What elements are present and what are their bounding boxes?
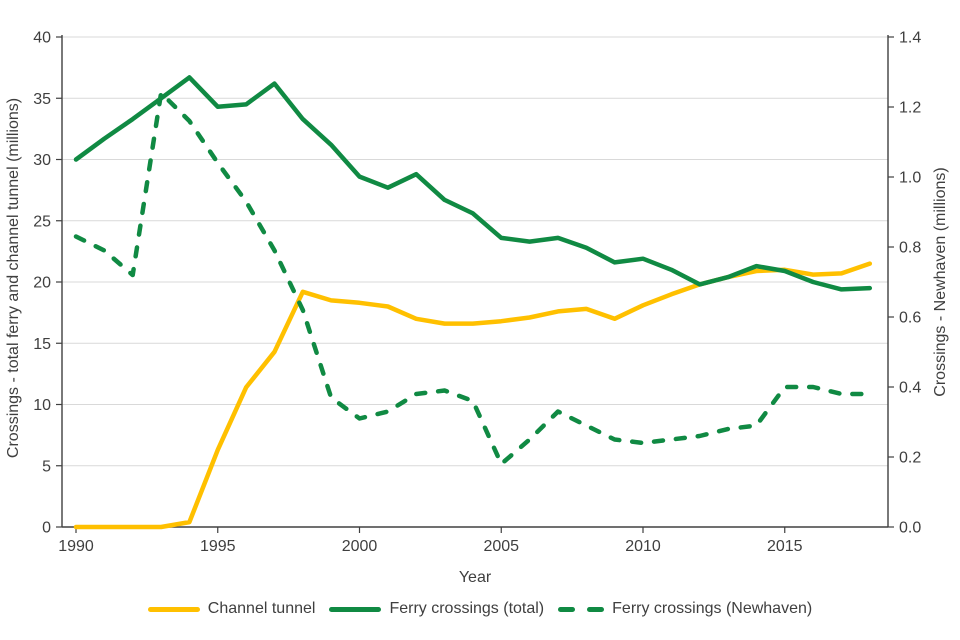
right-tick-label: 0.6 xyxy=(899,310,921,327)
ferry-newhaven-dashed-swatch xyxy=(558,606,605,612)
x-tick-label: 2015 xyxy=(767,538,803,555)
left-tick-label: 35 xyxy=(33,91,51,108)
left-tick-label: 15 xyxy=(33,336,51,353)
x-axis-title: Year xyxy=(458,569,492,586)
legend-label-ferry-newhaven: Ferry crossings (Newhaven) xyxy=(612,600,813,617)
left-axis-title: Crossings - total ferry and channel tunn… xyxy=(5,97,22,459)
series-line-0 xyxy=(73,261,873,530)
series-line-2 xyxy=(73,90,873,467)
channel-tunnel-line-swatch xyxy=(147,606,200,612)
right-tick-label: 0.2 xyxy=(899,450,921,467)
left-tick-label: 40 xyxy=(33,30,51,47)
left-tick-label: 10 xyxy=(33,397,51,414)
right-tick-label: 0.0 xyxy=(899,520,921,537)
x-tick-label: 2000 xyxy=(342,538,378,555)
series-line-1 xyxy=(73,75,873,292)
left-tick-label: 25 xyxy=(33,213,51,230)
x-tick-label: 2005 xyxy=(483,538,519,555)
legend-item-ferry-newhaven: Ferry crossings (Newhaven) xyxy=(558,600,812,618)
legend-item-channel-tunnel: Channel tunnel xyxy=(147,600,316,618)
legend-label-channel-tunnel: Channel tunnel xyxy=(207,600,316,617)
x-tick-label: 2010 xyxy=(625,538,661,555)
right-tick-label: 0.8 xyxy=(899,240,921,257)
left-tick-label: 30 xyxy=(33,152,51,169)
x-tick-label: 1990 xyxy=(58,538,94,555)
x-tick-label: 1995 xyxy=(200,538,236,555)
right-tick-label: 0.4 xyxy=(899,380,921,397)
right-tick-label: 1.0 xyxy=(899,170,921,187)
left-tick-label: 20 xyxy=(33,275,51,292)
right-tick-label: 1.2 xyxy=(899,100,921,117)
ferry-total-line-swatch xyxy=(329,606,382,612)
legend-label-ferry-total: Ferry crossings (total) xyxy=(389,600,545,617)
legend: Channel tunnel Ferry crossings (total) F… xyxy=(0,598,960,620)
left-tick-label: 5 xyxy=(42,458,51,475)
right-tick-label: 1.4 xyxy=(899,30,921,47)
legend-item-ferry-total: Ferry crossings (total) xyxy=(329,600,544,618)
right-axis-title: Crossings - Newhaven (millions) xyxy=(932,167,949,397)
left-tick-label: 0 xyxy=(42,520,51,537)
